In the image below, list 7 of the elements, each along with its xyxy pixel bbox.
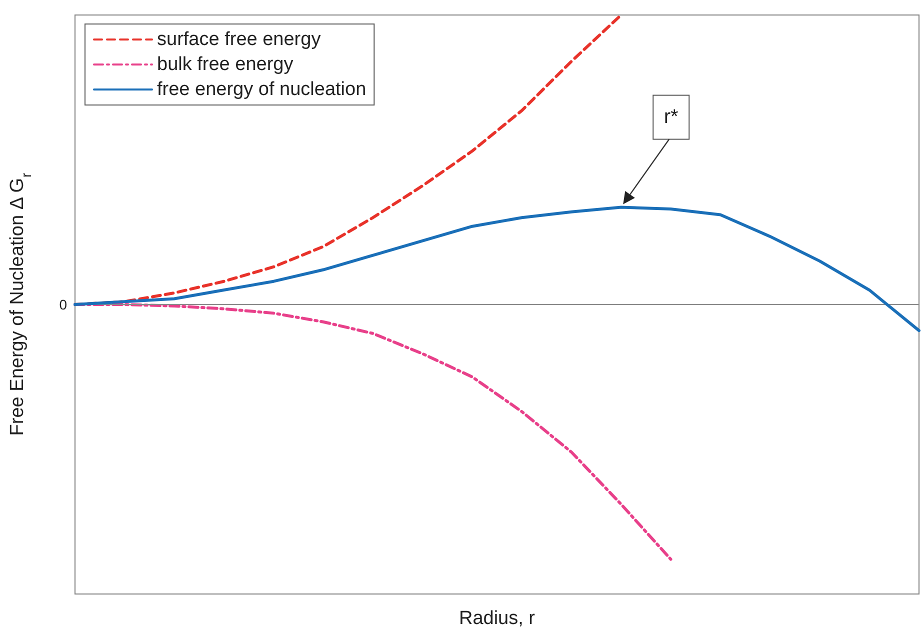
y-axis-title: Free Energy of Nucleation Δ Gr <box>7 172 34 436</box>
x-axis-title: Radius, r <box>458 608 536 629</box>
legend-label: bulk free energy <box>157 54 294 75</box>
legend-label: surface free energy <box>157 29 322 50</box>
legend-label: free energy of nucleation <box>157 79 366 100</box>
annotation: r* <box>664 106 679 128</box>
ref-line-label: 0 <box>59 296 68 312</box>
